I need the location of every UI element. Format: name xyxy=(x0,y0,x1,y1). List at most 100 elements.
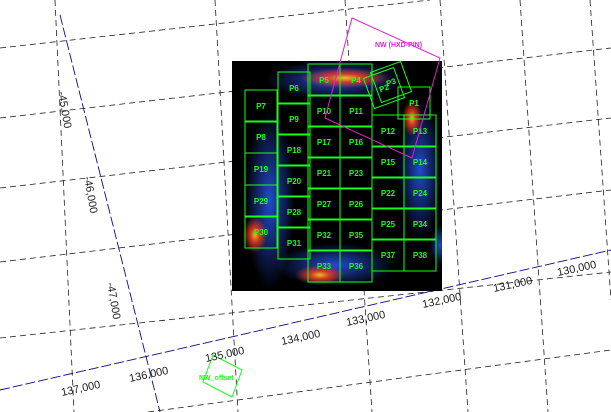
offset-field: NW_offset xyxy=(199,354,243,398)
pointing-box-outline xyxy=(307,187,341,221)
pointing-label-p11: P11 xyxy=(349,107,363,116)
ra-label-133: 133,000 xyxy=(345,309,386,329)
pointing-label-p13: P13 xyxy=(413,127,428,136)
pointing-label-p35: P35 xyxy=(349,231,364,240)
pointing-box-p11: P11 xyxy=(339,94,373,128)
dec-label-47: -47,000 xyxy=(104,281,122,320)
pointing-label-p24: P24 xyxy=(413,189,428,198)
pointing-label-p27: P27 xyxy=(317,200,332,209)
pointing-box-outline xyxy=(277,133,311,167)
pointing-box-outline xyxy=(403,176,437,210)
pointing-label-p6: P6 xyxy=(289,84,299,93)
pointing-label-p9: P9 xyxy=(289,115,299,124)
pointing-label-p18: P18 xyxy=(287,146,302,155)
pointing-box-p29: P29 xyxy=(244,184,278,218)
pointing-box-outline xyxy=(362,66,406,110)
offset-label: NW_offset xyxy=(199,375,234,382)
pointing-box-p18: P18 xyxy=(277,133,311,167)
pointing-box-outline xyxy=(277,195,311,229)
ra-label-137: 137,000 xyxy=(60,379,101,399)
pointing-box-p2: P2 xyxy=(362,66,406,110)
pointing-box-outline xyxy=(339,94,373,128)
pointing-box-outline xyxy=(307,63,341,97)
pointing-box-outline xyxy=(277,102,311,136)
hxd-pin-label: NW (HXD-PIN) xyxy=(375,42,422,49)
pointing-label-p17: P17 xyxy=(317,138,332,147)
pointing-box-outline xyxy=(244,215,278,249)
pointing-box-p3: P3 xyxy=(369,60,413,104)
ra-label-135: 135,000 xyxy=(204,345,245,365)
pointing-box-outline xyxy=(244,89,278,123)
pointing-box-outline xyxy=(397,86,431,120)
pointing-box-outline xyxy=(403,207,437,241)
pointing-label-p29: P29 xyxy=(254,197,269,206)
pointing-box-p9: P9 xyxy=(277,102,311,136)
pointing-label-p26: P26 xyxy=(349,200,364,209)
pointing-box-p31: P31 xyxy=(277,226,311,260)
pointing-label-p19: P19 xyxy=(254,165,269,174)
pointing-label-p5: P5 xyxy=(319,76,329,85)
pointing-box-outline xyxy=(277,164,311,198)
ra-label-134: 134,000 xyxy=(280,328,321,348)
pointing-box-outline xyxy=(339,156,373,190)
pointing-box-p23: P23 xyxy=(339,156,373,190)
pointing-label-p3: P3 xyxy=(385,76,398,88)
pointing-label-p30: P30 xyxy=(254,228,269,237)
pointing-box-p1: P1 xyxy=(397,86,431,120)
pointing-box-p28: P28 xyxy=(277,195,311,229)
pointing-box-outline xyxy=(307,125,341,159)
pointing-box-outline xyxy=(369,60,413,104)
ra-label-132: 132,000 xyxy=(421,291,462,311)
pointing-box-p27: P27 xyxy=(307,187,341,221)
ra-label-136: 136,000 xyxy=(128,365,169,385)
dec-label-46: -46,000 xyxy=(81,175,99,214)
pointing-label-p8: P8 xyxy=(256,133,266,142)
pointing-label-p10: P10 xyxy=(317,107,332,116)
pointing-label-p31: P31 xyxy=(287,239,302,248)
pointing-box-p7: P7 xyxy=(244,89,278,123)
pointing-box-outline xyxy=(339,218,373,252)
pointing-label-p7: P7 xyxy=(256,102,266,111)
ra-label-131: 131,000 xyxy=(492,275,533,295)
pointing-box-outline xyxy=(403,238,437,272)
axis-lines xyxy=(0,14,611,412)
pointing-box-outline xyxy=(244,184,278,218)
pointing-box-outline xyxy=(277,226,311,260)
pointing-box-p38: P38 xyxy=(403,238,437,272)
pointing-box-p24: P24 xyxy=(403,176,437,210)
pointing-box-p20: P20 xyxy=(277,164,311,198)
pointing-label-p15: P15 xyxy=(381,158,396,167)
pointing-label-p16: P16 xyxy=(349,138,364,147)
pointing-label-p28: P28 xyxy=(287,208,302,217)
pointing-label-p23: P23 xyxy=(349,169,364,178)
dec-labels: -45,000 -46,000 -47,000 xyxy=(55,90,122,320)
pointing-box-p17: P17 xyxy=(307,125,341,159)
pointing-label-p32: P32 xyxy=(317,231,332,240)
pointing-label-p22: P22 xyxy=(381,189,396,198)
hxd-pin-field: NW (HXD-PIN) xyxy=(324,17,441,159)
pointing-label-p33: P33 xyxy=(317,262,332,271)
pointing-label-p25: P25 xyxy=(381,220,396,229)
pointing-label-p12: P12 xyxy=(381,127,396,136)
xray-image xyxy=(232,61,442,291)
pointing-box-p34: P34 xyxy=(403,207,437,241)
pointing-label-p1: P1 xyxy=(409,99,419,108)
pointing-box-p5: P5 xyxy=(307,63,341,97)
pointing-label-p4: P4 xyxy=(351,76,361,85)
pointing-box-outline xyxy=(277,71,311,105)
pointing-box-p6: P6 xyxy=(277,71,311,105)
pointing-label-p37: P37 xyxy=(381,251,396,260)
pointing-label-p20: P20 xyxy=(287,177,302,186)
pointing-label-p14: P14 xyxy=(413,158,428,167)
pointing-label-p38: P38 xyxy=(413,251,428,260)
pointing-box-outline xyxy=(403,114,437,148)
pointing-label-p21: P21 xyxy=(317,169,332,178)
pointing-box-p30: P30 xyxy=(244,215,278,249)
pointing-label-p2: P2 xyxy=(378,82,391,94)
dec-label-45: -45,000 xyxy=(55,90,73,129)
pointing-label-p36: P36 xyxy=(349,262,364,271)
